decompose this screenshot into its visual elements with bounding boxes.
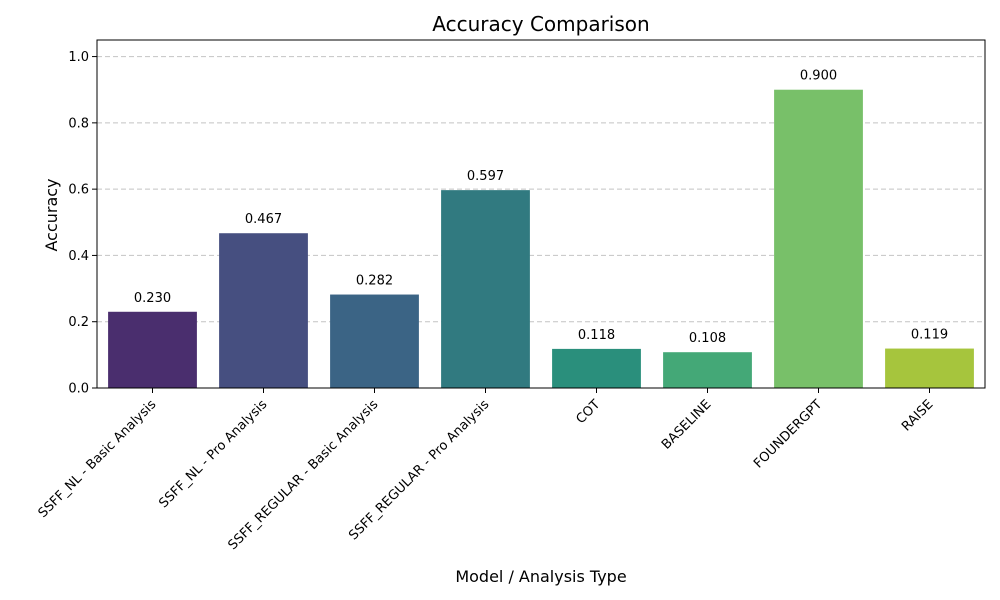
y-axis-title: Accuracy [42,178,61,251]
y-tick-label: 1.0 [68,50,89,65]
bar [330,294,419,388]
bars-group [108,89,974,388]
y-axis-ticks: 0.0 0.2 0.4 0.6 0.8 1.0 [68,50,97,397]
chart-title: Accuracy Comparison [432,12,649,36]
bar [108,311,197,388]
bar-value-label: 0.467 [245,212,282,227]
bar [663,352,752,388]
y-tick-label: 0.0 [68,382,89,397]
bar [441,190,530,388]
bar-value-label: 0.108 [689,331,726,346]
x-tick-label: BASELINE [659,397,714,452]
x-tick-label: RAISE [899,397,936,434]
y-tick-label: 0.8 [68,116,89,131]
bar-value-label: 0.230 [134,291,171,306]
bar [219,233,308,388]
x-tick-label: SSFF_NL - Pro Analysis [156,397,270,511]
x-axis-title: Model / Analysis Type [455,567,626,586]
bar-value-label: 0.118 [578,328,615,343]
bar [774,89,863,388]
bar-value-label: 0.597 [467,169,504,184]
bar [552,348,641,388]
bar-value-label: 0.282 [356,274,393,289]
x-tick-label: COT [573,397,603,427]
y-tick-label: 0.2 [68,315,89,330]
y-tick-label: 0.6 [68,183,89,198]
plot-frame [96,39,986,389]
bar [885,348,974,388]
value-labels-group: 0.230 0.467 0.282 0.597 0.118 0.108 0.900 0.119 [134,69,948,346]
x-tick-label: FOUNDERGPT [751,397,825,471]
bar-value-label: 0.900 [800,69,837,84]
x-tick-label: SSFF_NL - Basic Analysis [36,397,160,521]
bar-value-label: 0.119 [911,328,948,343]
y-tick-label: 0.4 [68,249,89,264]
